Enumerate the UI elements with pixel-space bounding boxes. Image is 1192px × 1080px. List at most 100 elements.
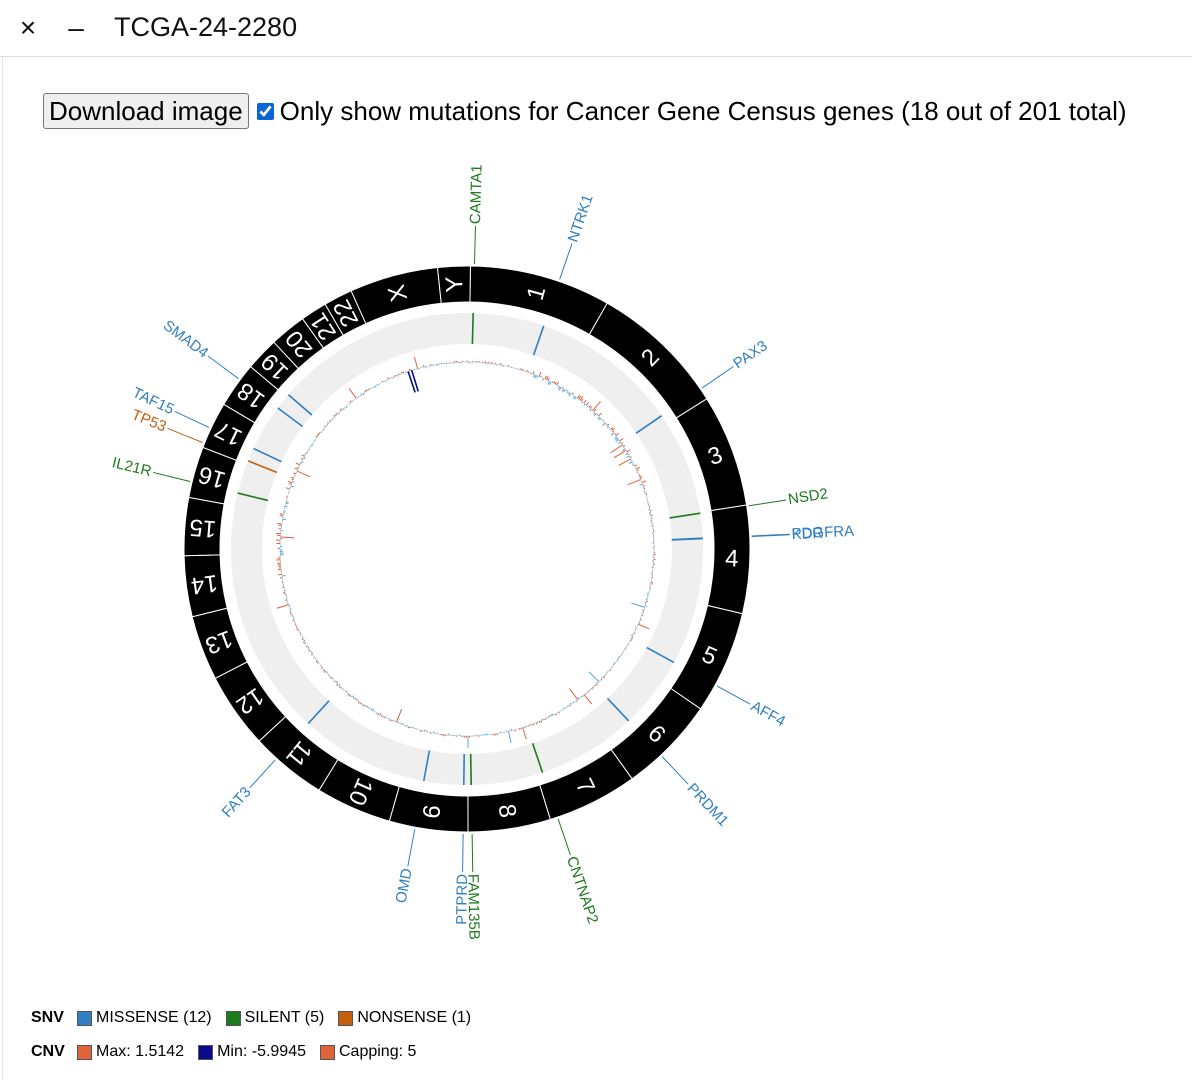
mutation-tick	[606, 697, 630, 722]
cnv-bar	[536, 722, 538, 725]
cnv-bar	[284, 505, 288, 508]
cnv-bar	[281, 575, 286, 577]
cnv-bar	[557, 386, 561, 390]
cnv-bar	[569, 688, 579, 700]
cnv-bar	[322, 429, 325, 431]
close-icon[interactable]: ×	[19, 12, 37, 43]
chromosome-label: 9	[416, 803, 445, 820]
cnv-bar	[566, 389, 568, 392]
cnv-bar	[613, 449, 627, 459]
cnv-bar	[296, 628, 299, 631]
cnv-bar	[592, 686, 595, 689]
gene-leader-line	[661, 756, 689, 785]
cnv-bar	[377, 384, 380, 386]
cnv-bar	[345, 690, 348, 693]
cnv-bar	[290, 476, 295, 479]
cnv-bar	[574, 396, 577, 400]
legend-capping: Capping: 5	[320, 1043, 416, 1061]
cnv-bar	[619, 438, 624, 442]
cnv-legend: CNV Max: 1.5142 Min: -5.9945 Capping: 5	[31, 1043, 430, 1061]
cnv-bar	[331, 677, 334, 679]
gene-label: NTRK1	[565, 192, 597, 244]
cnv-bar	[295, 462, 301, 466]
cnv-bar	[598, 418, 602, 421]
cnv-bar	[558, 711, 560, 714]
cnv-bar	[336, 683, 339, 686]
snv-legend: SNV MISSENSE (12) SILENT (5) NONSENSE (1…	[31, 1009, 485, 1027]
chromosome-label: 14	[189, 569, 219, 599]
cnv-bar	[626, 449, 631, 453]
cnv-bar	[407, 726, 410, 729]
cnv-bar	[551, 713, 554, 716]
cnv-bar	[588, 405, 591, 408]
cnv-baseline	[279, 361, 655, 737]
mutation-tick	[469, 753, 473, 785]
legend-cnv-min: Min: -5.9945	[198, 1043, 306, 1061]
cnv-bar	[345, 406, 348, 408]
cnv-bar	[323, 425, 326, 428]
mutation-track-bg	[230, 313, 703, 785]
cnv-bar	[285, 502, 289, 505]
cnv-bar	[311, 653, 313, 656]
cnv-min-bar	[407, 371, 416, 393]
mutation-tick	[531, 742, 544, 773]
cnv-bar	[364, 390, 367, 393]
cnv-bar	[553, 381, 556, 384]
minimize-icon[interactable]: –	[68, 12, 84, 43]
cnv-bar	[300, 457, 304, 460]
cnv-bar	[340, 408, 343, 410]
cnv-bar	[352, 695, 355, 698]
gene-label: PTPRD	[453, 874, 471, 925]
cnv-bar	[607, 423, 610, 426]
download-image-button[interactable]: Download image	[43, 93, 249, 129]
cnv-bar	[377, 713, 380, 716]
cnv-bar	[362, 704, 364, 706]
cnv-bar	[336, 412, 338, 415]
cnv-bar	[579, 396, 584, 401]
cnv-bar	[277, 522, 282, 525]
cnv-bar	[618, 441, 621, 445]
gene-leader-line	[748, 499, 787, 507]
gene-leader-line	[174, 410, 210, 429]
cnv-bar	[615, 439, 619, 443]
cnv-bar	[320, 667, 323, 669]
cnv-bar	[622, 444, 626, 447]
gene-leader-line	[407, 829, 416, 867]
cnv-bar	[583, 694, 593, 705]
gene-leader-line	[751, 533, 790, 537]
cnv-bar	[365, 705, 368, 707]
cnv-bar	[548, 715, 551, 717]
cnv-bar	[610, 427, 614, 430]
cnv-bar	[611, 427, 616, 431]
title-bar: × – TCGA-24-2280	[0, 0, 1192, 57]
gene-label: PDGFRA	[791, 523, 854, 543]
cnv-bar	[598, 412, 602, 417]
mutation-tick	[307, 700, 330, 725]
cnv-bar	[618, 655, 621, 658]
cnv-bar	[540, 375, 542, 378]
cnv-bar	[314, 439, 317, 441]
cnv-bar	[311, 651, 313, 654]
gene-leader-line	[471, 833, 474, 872]
cnv-bar	[333, 680, 335, 682]
cnv-bar	[533, 374, 536, 378]
gene-label: NSD2	[787, 485, 829, 508]
cnv-bar	[606, 423, 608, 425]
cnv-bar	[603, 676, 605, 679]
cnv-bar	[586, 405, 589, 408]
cnv-bar	[387, 377, 389, 380]
panel-border	[2, 56, 3, 1080]
legend-silent: SILENT (5)	[225, 1009, 324, 1027]
cnv-bar	[554, 382, 557, 385]
cnv-bar	[299, 632, 302, 634]
cnv-bar	[373, 386, 376, 388]
cnv-bar	[624, 452, 628, 456]
cnv-bar	[583, 403, 586, 406]
gene-leader-line	[557, 818, 571, 856]
gene-leader-line	[559, 243, 573, 280]
cgc-only-checkbox[interactable]	[256, 102, 274, 120]
cnv-bar	[621, 442, 624, 445]
cgc-only-label[interactable]: Only show mutations for Cancer Gene Cens…	[279, 95, 1127, 126]
cnv-bar	[582, 695, 584, 697]
